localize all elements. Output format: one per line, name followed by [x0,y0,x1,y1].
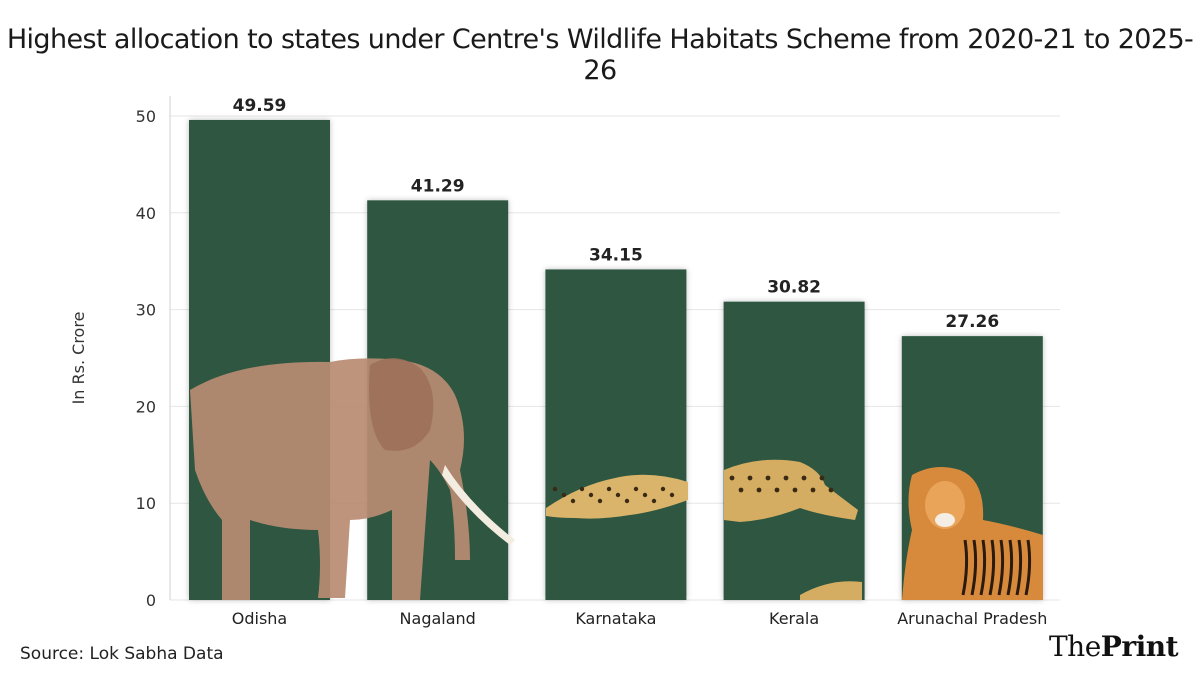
elephant-tusk [442,465,515,545]
tiger-stripe [988,539,996,596]
data-label: 41.29 [411,176,465,196]
leopard-spot [801,475,807,481]
cheetah-spot [570,498,576,504]
tiger-stripe [979,539,987,596]
cheetah-spot [660,486,666,492]
leopard-spot [792,487,798,493]
x-tick-label: Odisha [232,609,287,628]
y-axis: 0 10 20 30 40 50 [136,96,171,610]
cheetah-spot [624,498,630,504]
labels: 49.59 Odisha 41.29 Nagaland 34.15 Karnataka 30… [232,96,1048,628]
cheetah-spot [552,486,558,492]
cheetah-spot [588,492,594,498]
cheetah-spot [633,486,639,492]
tiger-stripe [961,539,969,596]
brand-logo-part2: Print [1100,630,1179,663]
leopard-spot [747,475,753,481]
tiger-head [925,481,965,529]
cheetah-spot [561,492,567,498]
y-axis-label: In Rs. Crore [69,312,88,405]
tiger-stripe [970,539,978,596]
y-tick-label: 30 [136,301,156,320]
data-label: 34.15 [589,245,643,265]
leopard-spot [729,475,735,481]
cheetah-spot [669,492,675,498]
data-label: 30.82 [767,278,821,298]
leopard-spot [765,475,771,481]
y-tick-label: 40 [136,204,156,223]
tiger-stripe [1015,539,1023,596]
brand-logo: ThePrint [1048,630,1179,663]
cheetah-spot [597,498,603,504]
leopard-spot [819,475,825,481]
cheetah-illustration [546,474,688,519]
leopard-spot [738,487,744,493]
x-tick-label: Nagaland [400,609,476,628]
y-tick-label: 50 [136,107,156,126]
tiger-muzzle [935,513,955,527]
x-tick-label: Arunachal Pradesh [897,609,1047,628]
cheetah-spot [606,486,612,492]
data-label: 49.59 [233,96,287,116]
leopard-spot [756,487,762,493]
tiger-stripe [1006,539,1014,596]
cheetah-spot [651,498,657,504]
cheetah-spot [642,492,648,498]
leopard-spot [774,487,780,493]
leopard-body [724,459,858,522]
x-tick-label: Kerala [769,609,819,628]
leopard-tail [800,581,862,600]
cheetah-spot [615,492,621,498]
bar-karnataka [545,269,687,600]
tiger-stripe [997,539,1005,596]
animal-illustrations [190,358,1043,600]
elephant-ear [369,358,434,451]
leopard-spot [810,487,816,493]
data-label: 27.26 [945,312,999,332]
bar-kerala [723,301,865,600]
leopard-spot [828,487,834,493]
tiger-illustration [902,466,1043,600]
chart-title: Highest allocation to states under Centr… [6,24,1194,86]
brand-logo-part1: The [1048,630,1101,663]
y-tick-label: 0 [146,591,156,610]
elephant-illustration [190,358,515,600]
cheetah-spot [579,486,585,492]
tiger-stripe [1024,539,1032,596]
y-tick-label: 20 [136,397,156,416]
y-tick-label: 10 [136,494,156,513]
x-tick-label: Karnataka [575,609,656,628]
leopard-spot [783,475,789,481]
source-note: Source: Lok Sabha Data [20,644,224,664]
leopard-illustration [724,459,862,600]
